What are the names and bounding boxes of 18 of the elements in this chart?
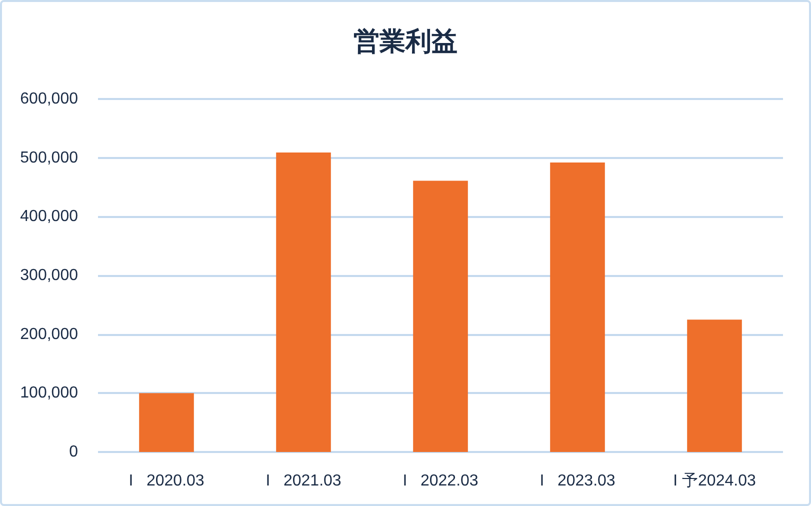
bar [139,393,194,452]
bar [413,180,468,452]
x-tick-label: I 2021.03 [266,472,342,490]
x-tick-label: I 2020.03 [128,472,204,490]
y-tick-label: 200,000 [20,326,78,343]
y-tick-label: 0 [69,444,78,460]
y-tick-label: 500,000 [20,149,78,166]
y-tick-label: 600,000 [20,90,78,108]
x-tick-label: I 2022.03 [402,472,478,490]
y-tick-label: 400,000 [20,208,78,226]
chart-title: 営業利益 [354,27,458,57]
y-tick-label: 100,000 [20,384,78,402]
bar [276,152,331,452]
bar [687,320,742,452]
y-tick-label: 300,000 [20,267,78,284]
bar [550,162,605,452]
x-tick-label: I 2023.03 [540,472,616,490]
x-tick-label: I 予2024.03 [673,472,756,490]
